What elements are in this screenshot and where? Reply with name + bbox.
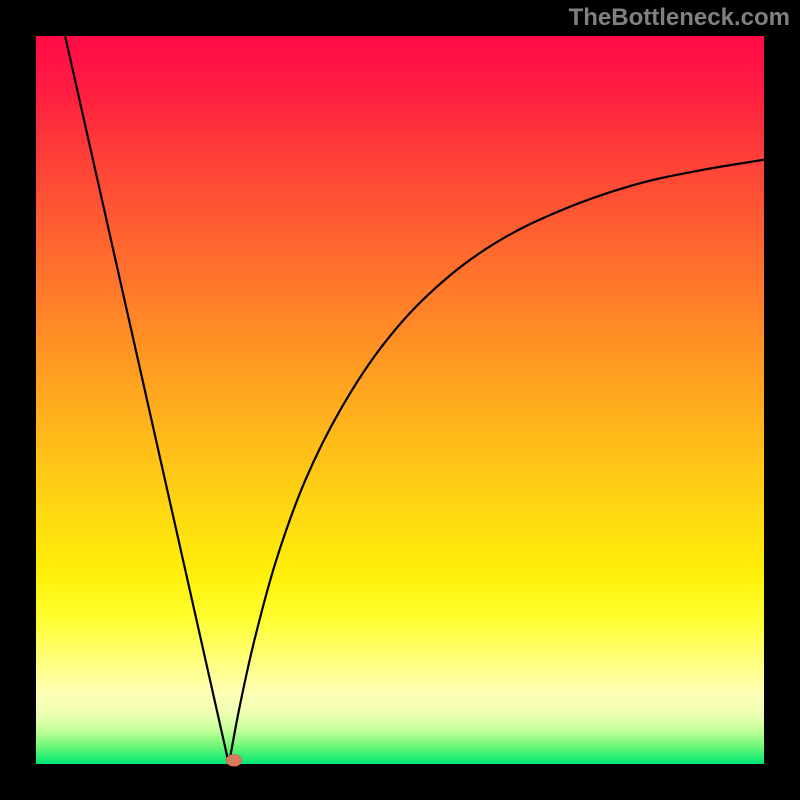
bottleneck-chart xyxy=(0,0,800,800)
watermark-text: TheBottleneck.com xyxy=(569,4,790,32)
plot-gradient-background xyxy=(36,36,764,764)
optimal-point-marker xyxy=(226,754,242,766)
figure-root: TheBottleneck.com xyxy=(0,0,800,800)
